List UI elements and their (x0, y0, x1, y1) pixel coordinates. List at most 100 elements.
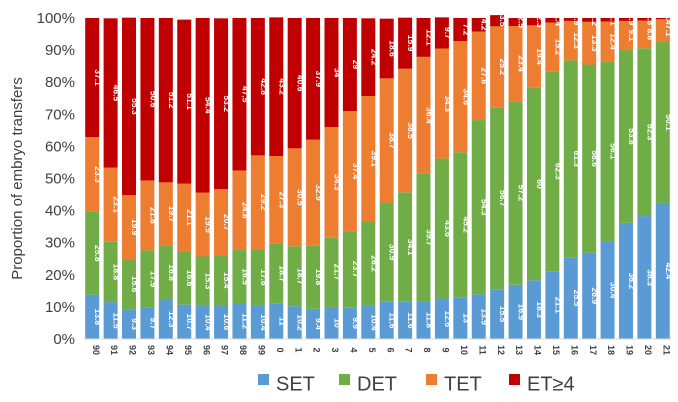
data-label: 39.1 (369, 150, 379, 167)
data-label: 10 (332, 318, 342, 328)
data-label: 55.3 (130, 98, 140, 115)
x-tick-label: 17 (588, 345, 598, 355)
bar-segment (545, 22, 560, 72)
data-label: 60 (535, 179, 545, 189)
bar-segment (398, 68, 413, 193)
bar-segment (490, 15, 505, 27)
x-tick-label: 90 (91, 345, 101, 355)
data-label: 42.8 (259, 78, 269, 95)
data-label: 11.2 (240, 313, 250, 329)
data-label: 38.7 (388, 132, 398, 149)
y-tick-label: 40% (45, 203, 75, 220)
bar-segment (195, 18, 210, 193)
bar-segment (122, 309, 137, 339)
bar-segment (453, 297, 468, 339)
data-label: 18.8 (112, 264, 122, 281)
bar-segment (582, 252, 597, 339)
data-label: 11 (277, 317, 287, 326)
data-label: 53.2 (222, 95, 232, 112)
data-label: 50.1 (664, 114, 674, 131)
data-label: 34.3 (332, 174, 342, 191)
y-tick-label: 20% (45, 267, 75, 284)
data-label: 15.9 (406, 35, 416, 52)
bar-segment (214, 18, 229, 190)
bar-segment (582, 18, 597, 22)
legend-swatch (426, 374, 437, 385)
data-label: 39.7 (425, 229, 435, 246)
x-tick-label: 15 (551, 345, 561, 355)
bar-segment (490, 107, 505, 290)
bar-segment (563, 257, 578, 339)
bar-segment (232, 303, 247, 339)
data-label: 36.4 (425, 107, 435, 124)
data-label: 29 (351, 60, 361, 70)
data-label: 17.6 (259, 269, 269, 286)
bar-segment (158, 299, 173, 339)
data-label: 23.1 (112, 196, 122, 213)
x-tick-label: 98 (238, 345, 248, 355)
bar-segment (379, 18, 394, 79)
bar-segment (379, 301, 394, 339)
bar-segment (379, 202, 394, 302)
data-label: 9.7 (443, 27, 453, 39)
bar-segment (416, 56, 431, 174)
data-label: 34.1 (406, 239, 416, 256)
x-tick-label: 2 (312, 347, 322, 352)
bar-segment (158, 18, 173, 183)
data-label: 19.8 (314, 269, 324, 286)
bar-segment (453, 41, 468, 153)
bar-segment (618, 18, 633, 21)
data-label: 19.9 (130, 219, 140, 236)
x-tick-label: 16 (569, 345, 579, 355)
data-label: 8.6 (645, 28, 655, 40)
bar-segment (214, 189, 229, 256)
y-axis: 0% 10% 20% 30% 40% 50% 60% 70% 80% 90% 100% (37, 10, 75, 348)
data-label: 19.9 (204, 216, 214, 233)
data-label: 23.7 (351, 261, 361, 278)
data-label: 0.9 (572, 14, 582, 26)
bar-segment (490, 26, 505, 108)
x-tick-label: 99 (256, 345, 266, 355)
x-tick-label: 20 (643, 345, 653, 355)
data-label: 25.2 (498, 59, 508, 76)
data-label: 15.2 (553, 39, 563, 56)
bar-segment (434, 298, 449, 339)
bar-segment (122, 259, 137, 310)
x-tick-label: 10 (459, 345, 469, 355)
data-label: 46.5 (112, 85, 122, 102)
bar-segment (379, 78, 394, 203)
data-label: 29.2 (259, 194, 269, 211)
bar-segment (398, 192, 413, 302)
data-label: 54.4 (204, 97, 214, 114)
data-label: 36.2 (627, 273, 637, 290)
data-label: 27.6 (480, 68, 490, 85)
data-label: 13.9 (480, 308, 490, 325)
data-label: 34.6 (461, 88, 471, 105)
x-tick-label: 93 (146, 345, 156, 355)
legend-label: ET≥4 (527, 373, 575, 395)
bar-segment (140, 18, 155, 181)
data-label: 51.2 (167, 92, 177, 109)
y-tick-label: 100% (37, 10, 75, 27)
legend-swatch (339, 374, 350, 385)
bar-segment (306, 18, 321, 140)
bar-segment (490, 289, 505, 339)
bar-segment (398, 301, 413, 339)
bar-segment (361, 96, 376, 222)
data-label: 2.5 (517, 16, 527, 28)
bar-segment (600, 241, 615, 339)
bar-segment (103, 18, 118, 168)
data-label: 57.2 (517, 185, 527, 202)
data-label: 38.3 (645, 269, 655, 286)
bar-segment (122, 17, 137, 196)
data-label: 53.8 (627, 128, 637, 145)
bar-segment (195, 256, 210, 306)
data-label: 38.5 (406, 122, 416, 139)
data-label: 0.8 (645, 13, 655, 25)
bar-segment (471, 18, 486, 32)
bar-segment (434, 158, 449, 299)
data-label: 56.7 (498, 190, 508, 207)
x-tick-label: 19 (625, 345, 635, 355)
bar-segment (85, 294, 100, 339)
data-label: 1.2 (590, 14, 600, 26)
